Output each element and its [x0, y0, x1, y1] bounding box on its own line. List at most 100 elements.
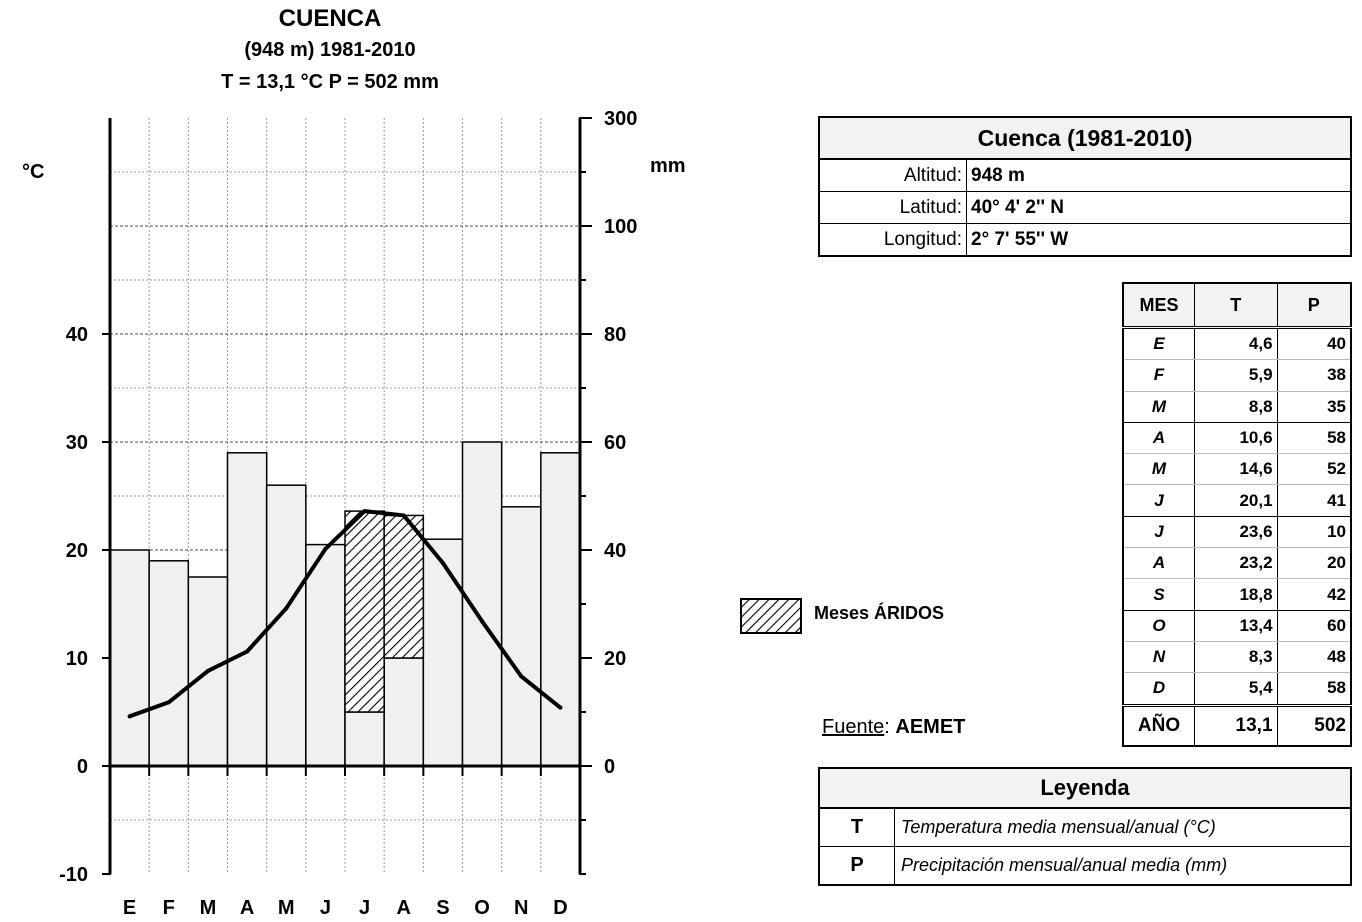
chart-title-block: CUENCA (948 m) 1981-2010 T = 13,1 °C P =… — [130, 4, 530, 98]
temperature-point — [127, 714, 132, 719]
cell-month: O — [1122, 610, 1195, 642]
month-label: D — [553, 897, 567, 919]
cell-precip: 58 — [1276, 422, 1352, 455]
month-label: O — [474, 897, 490, 919]
right-tick-label: 60 — [604, 432, 626, 454]
table-total-row: AÑO 13,1 502 — [1122, 703, 1352, 746]
climograph: °C mm -10 0 10 20 30 40 0 20 40 60 80 100 300 E F M A M J J… — [22, 108, 686, 919]
arid-area — [344, 510, 385, 713]
month-label: J — [359, 897, 370, 919]
cell-month: N — [1122, 641, 1195, 674]
cell-temp: 18,8 — [1194, 578, 1278, 611]
left-tick-label: 40 — [66, 324, 88, 346]
table-row: E 4,6 40 — [1122, 327, 1352, 361]
col-header-precip: P — [1276, 282, 1352, 329]
station-title: Cuenca (1981-2010) — [818, 116, 1352, 160]
table-row: M 8,8 35 — [1122, 391, 1352, 423]
temperature-point — [480, 619, 485, 624]
cell-temp: 4,6 — [1194, 327, 1278, 361]
cell-temp: 8,8 — [1194, 391, 1278, 423]
total-precip: 502 — [1276, 703, 1352, 746]
station-row: Longitud: 2° 7' 55'' W — [818, 223, 1352, 257]
cell-precip: 20 — [1276, 547, 1352, 580]
left-axis-unit: °C — [22, 161, 44, 183]
precip-bar — [344, 711, 385, 767]
cell-month: J — [1122, 516, 1195, 549]
month-label: A — [240, 897, 254, 919]
cell-month: A — [1122, 547, 1195, 580]
cell-precip: 41 — [1276, 484, 1352, 517]
temperature-point — [166, 700, 171, 705]
cell-temp: 10,6 — [1194, 422, 1278, 455]
cell-month: E — [1122, 327, 1195, 361]
right-tick-label: 80 — [604, 324, 626, 346]
month-label: J — [320, 897, 331, 919]
precip-bar — [226, 452, 268, 767]
precip-bar — [422, 538, 464, 767]
precip-bar — [383, 657, 425, 767]
right-axis-unit: mm — [650, 155, 686, 177]
temperature-point — [401, 513, 406, 518]
source-label: Fuente — [822, 716, 885, 738]
cell-temp: 5,9 — [1194, 359, 1278, 392]
cell-temp: 5,4 — [1194, 672, 1278, 706]
temperature-point — [519, 674, 524, 679]
precip-bar — [109, 549, 150, 767]
arid-legend-label: Meses ÁRIDOS — [814, 603, 945, 623]
temperature-point — [558, 705, 563, 710]
left-tick-label: 30 — [66, 432, 88, 454]
chart-summary: T = 13,1 °C P = 502 mm — [221, 71, 439, 93]
right-tick-label: 300 — [604, 108, 637, 130]
cell-precip: 10 — [1276, 516, 1352, 549]
cell-precip: 38 — [1276, 359, 1352, 392]
table-row: F 5,9 38 — [1122, 359, 1352, 392]
precip-bar — [540, 452, 581, 767]
legend-row: P Precipitación mensual/anual media (mm) — [818, 846, 1352, 886]
total-label: AÑO — [1122, 703, 1195, 746]
source-note: Fuente: AEMET — [822, 716, 966, 738]
arid-area — [383, 514, 425, 659]
col-header-temp: T — [1194, 282, 1278, 329]
cell-month: J — [1122, 484, 1195, 517]
cell-month: S — [1122, 578, 1195, 611]
month-label: F — [163, 897, 175, 919]
precip-bar — [148, 560, 190, 767]
month-label: M — [278, 897, 295, 919]
legend-row: T Temperatura media mensual/anual (°C) — [818, 807, 1352, 847]
left-tick-label: 20 — [66, 540, 88, 562]
month-label: S — [436, 897, 449, 919]
station-info-table: Cuenca (1981-2010) Altitud: 948 m Latitud… — [818, 116, 1352, 257]
table-row: S 18,8 42 — [1122, 578, 1352, 611]
total-temp: 13,1 — [1194, 703, 1278, 746]
month-label: A — [397, 897, 411, 919]
cell-temp: 23,6 — [1194, 516, 1278, 549]
cell-precip: 42 — [1276, 578, 1352, 611]
col-header-month: MES — [1122, 282, 1195, 329]
chart-subtitle: (948 m) 1981-2010 — [244, 39, 416, 61]
temperature-point — [323, 546, 328, 551]
table-row: J 20,1 41 — [1122, 484, 1352, 517]
cell-precip: 40 — [1276, 327, 1352, 361]
cell-temp: 20,1 — [1194, 484, 1278, 517]
table-row: N 8,3 48 — [1122, 641, 1352, 674]
temperature-point — [245, 649, 250, 654]
table-row: J 23,6 10 — [1122, 516, 1352, 549]
source-value: AEMET — [895, 716, 966, 738]
table-row: M 14,6 52 — [1122, 453, 1352, 486]
station-row: Altitud: 948 m — [818, 158, 1352, 192]
temperature-point — [284, 606, 289, 611]
table-row: A 10,6 58 — [1122, 422, 1352, 455]
cell-month: F — [1122, 359, 1195, 392]
right-tick-label: 100 — [604, 216, 637, 238]
cell-month: D — [1122, 672, 1195, 706]
left-tick-label: 0 — [77, 756, 88, 778]
cell-month: A — [1122, 422, 1195, 455]
left-tick-label: -10 — [59, 864, 88, 886]
cell-month: M — [1122, 453, 1195, 486]
arid-legend-swatch — [740, 598, 802, 639]
temperature-point — [362, 509, 367, 514]
right-tick-label: 20 — [604, 648, 626, 670]
cell-precip: 52 — [1276, 453, 1352, 486]
precip-bar — [500, 506, 542, 767]
cell-temp: 8,3 — [1194, 641, 1278, 674]
